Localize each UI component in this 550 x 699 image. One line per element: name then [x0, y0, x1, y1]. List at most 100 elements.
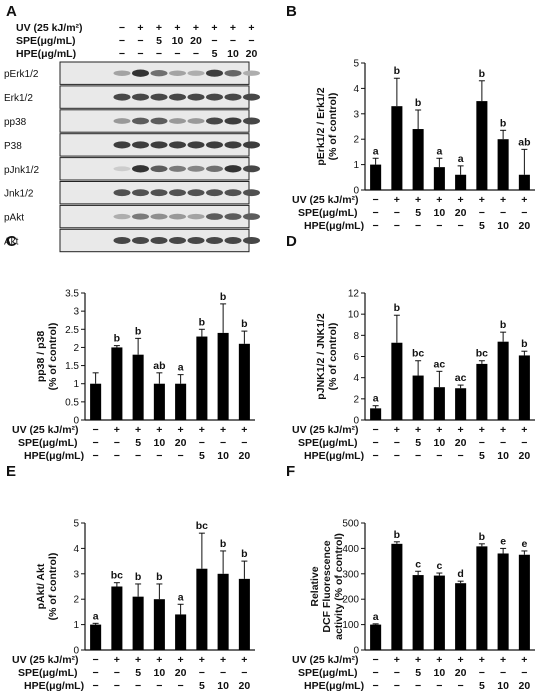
condition-value: + — [458, 424, 464, 436]
condition-label: UV (25 kJ/m²) — [12, 654, 79, 666]
blot-condition-value: + — [230, 22, 236, 34]
western-blot-panel: AUV (25 kJ/m²) − + + + + + + +SPE(μg/mL) − −5 10 20−… — [4, 3, 260, 253]
condition-value: + — [114, 654, 120, 666]
blot-condition-label: UV (25 kJ/m²) — [16, 22, 83, 34]
y-tick-label: 500 — [342, 519, 359, 530]
condition-value: − — [135, 450, 141, 462]
y-tick-label: 10 — [348, 310, 360, 321]
condition-value: − — [500, 437, 506, 449]
condition-value: 10 — [497, 450, 509, 462]
condition-value: − — [415, 220, 421, 232]
condition-value: − — [394, 207, 400, 219]
blot-band — [224, 93, 242, 101]
blot-band — [132, 237, 149, 244]
significance-label: b — [156, 571, 162, 583]
panel-label: E — [6, 463, 16, 480]
condition-value: − — [93, 450, 99, 462]
bar — [370, 624, 382, 650]
condition-value: + — [436, 424, 442, 436]
condition-value: − — [373, 207, 379, 219]
condition-value: − — [114, 667, 120, 679]
condition-value: 5 — [415, 207, 421, 219]
condition-value: − — [458, 680, 464, 692]
condition-value: + — [521, 424, 527, 436]
significance-label: a — [458, 153, 464, 165]
condition-value: + — [436, 194, 442, 206]
blot-band — [243, 70, 260, 76]
bar — [433, 575, 445, 650]
blot-band — [243, 93, 260, 101]
blot-row-label: pAkt — [4, 213, 24, 224]
condition-label: SPE(μg/mL) — [18, 667, 78, 679]
blot-band — [187, 141, 205, 149]
blot-condition-value: − — [193, 48, 199, 60]
condition-value: − — [415, 680, 421, 692]
y-tick-label: 5 — [353, 59, 359, 70]
condition-value: + — [479, 424, 485, 436]
blot-band — [243, 237, 260, 244]
condition-value: − — [114, 680, 120, 692]
significance-label: b — [199, 316, 205, 328]
condition-value: − — [500, 207, 506, 219]
significance-label: b — [220, 291, 226, 303]
significance-label: ac — [434, 358, 446, 370]
blot-condition-label: HPE(μg/mL) — [16, 48, 76, 60]
condition-value: − — [436, 450, 442, 462]
y-tick-label: 0.5 — [65, 397, 79, 408]
chart-panel: F 0 100 200 300 400 500 RelativeDCF Fluorescenc… — [286, 463, 535, 692]
blot-band — [132, 141, 149, 149]
blot-row-label: P38 — [4, 141, 22, 152]
blot-band — [224, 213, 242, 220]
condition-value: − — [93, 680, 99, 692]
blot-condition-value: 5 — [156, 35, 162, 47]
bar — [433, 387, 445, 420]
condition-value: − — [458, 220, 464, 232]
condition-value: − — [373, 680, 379, 692]
condition-value: 10 — [217, 450, 229, 462]
condition-value: − — [373, 424, 379, 436]
bar — [518, 554, 530, 650]
condition-value: 5 — [135, 667, 141, 679]
condition-label: HPE(μg/mL) — [24, 680, 84, 692]
blot-row-label: Akt — [4, 237, 19, 248]
condition-value: − — [241, 667, 247, 679]
significance-label: b — [135, 571, 141, 583]
condition-value: + — [500, 194, 506, 206]
bar — [433, 167, 445, 190]
condition-value: 20 — [175, 437, 187, 449]
condition-value: 10 — [497, 680, 509, 692]
condition-value: − — [373, 450, 379, 462]
condition-value: + — [394, 424, 400, 436]
blot-band — [150, 70, 168, 77]
condition-value: 20 — [175, 667, 187, 679]
blot-band — [150, 117, 168, 125]
condition-value: + — [415, 194, 421, 206]
y-axis-label: RelativeDCF Fluorescenceactivity (% of c… — [309, 533, 345, 640]
blot-condition-label: SPE(μg/mL) — [16, 35, 76, 47]
blot-band — [206, 189, 223, 197]
panel-label-a: A — [6, 3, 17, 20]
blot-band — [169, 141, 186, 149]
y-tick-label: 2 — [353, 394, 359, 405]
blot-band — [224, 69, 242, 77]
y-tick-label: 2 — [73, 595, 79, 606]
blot-band — [169, 165, 186, 172]
significance-label: b — [479, 531, 485, 543]
significance-label: a — [178, 362, 184, 374]
y-tick-label: 3 — [353, 109, 359, 120]
bar — [455, 583, 467, 650]
bar — [412, 129, 424, 190]
condition-value: 5 — [199, 450, 205, 462]
panel-label: C — [6, 233, 17, 250]
condition-value: 5 — [479, 680, 485, 692]
condition-value: − — [373, 437, 379, 449]
blot-condition-value: − — [137, 48, 143, 60]
condition-value: + — [220, 654, 226, 666]
blot-band — [206, 141, 223, 149]
blot-condition-value: + — [248, 22, 254, 34]
condition-value: + — [479, 194, 485, 206]
significance-label: ab — [153, 360, 165, 372]
condition-value: − — [93, 654, 99, 666]
significance-label: b — [500, 117, 506, 129]
condition-value: − — [373, 667, 379, 679]
